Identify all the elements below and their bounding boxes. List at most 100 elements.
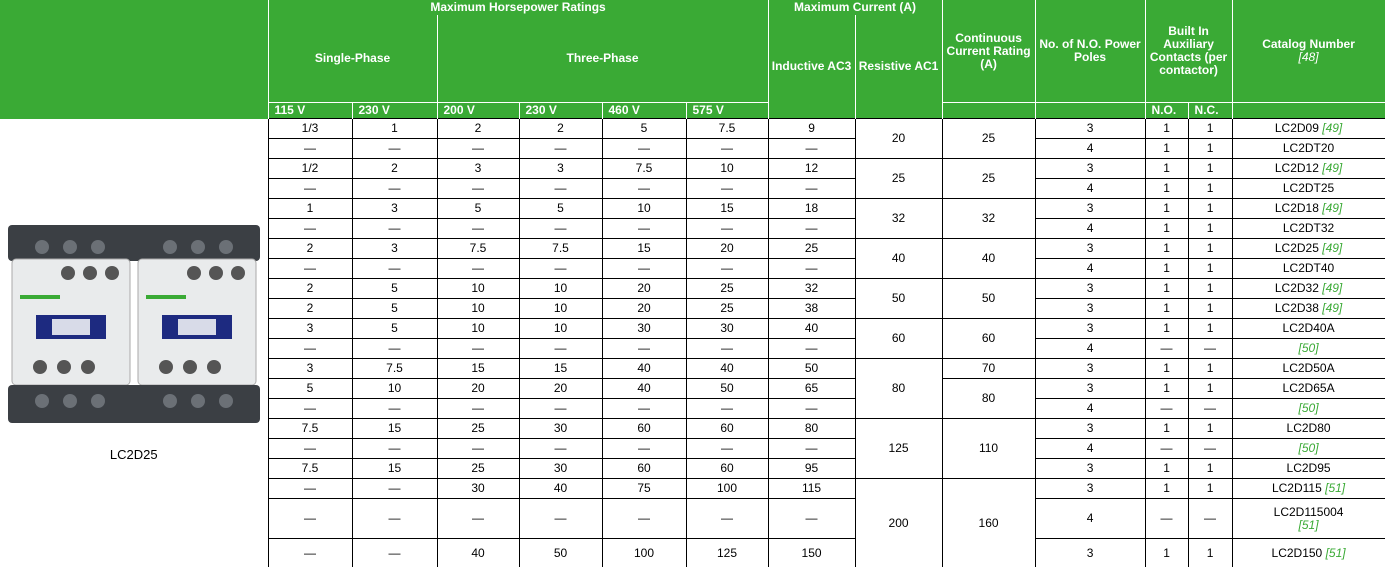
hp-cell: 10: [686, 159, 768, 179]
header-single-phase: Single-Phase: [268, 15, 437, 103]
no-cell: 1: [1145, 179, 1188, 199]
header-continuous: Continuous Current Rating (A): [942, 0, 1035, 103]
catalog-ref: [49]: [1322, 241, 1342, 255]
hp-cell: 3: [352, 199, 437, 219]
hp-cell: —: [519, 179, 602, 199]
hp-cell: 10: [352, 379, 437, 399]
continuous-cell: 110: [942, 419, 1035, 479]
catalog-ref: [49]: [1322, 161, 1342, 175]
hp-cell: 15: [352, 459, 437, 479]
poles-cell: 4: [1035, 339, 1145, 359]
hp-cell: 5: [519, 199, 602, 219]
hp-cell: 20: [602, 279, 686, 299]
catalog-ref: [50]: [1299, 441, 1319, 455]
no-cell: 1: [1145, 279, 1188, 299]
catalog-cell: LC2D09 [49]: [1232, 119, 1385, 139]
hp-cell: 7.5: [519, 239, 602, 259]
poles-cell: 3: [1035, 479, 1145, 499]
catalog-cell: LC2D115004 [51]: [1232, 499, 1385, 539]
catalog-number: LC2D65A: [1283, 381, 1335, 395]
hp-cell: 10: [437, 279, 519, 299]
nc-cell: 1: [1188, 459, 1232, 479]
hp-cell: 15: [519, 359, 602, 379]
hp-cell: 7.5: [352, 359, 437, 379]
inductive-cell: 25: [768, 239, 855, 259]
voltage-label: 115 V: [268, 103, 352, 119]
continuous-cell: 60: [942, 319, 1035, 359]
hp-cell: 1: [352, 119, 437, 139]
inductive-cell: —: [768, 399, 855, 419]
inductive-cell: 95: [768, 459, 855, 479]
hp-cell: —: [268, 219, 352, 239]
hp-cell: —: [686, 219, 768, 239]
inductive-cell: —: [768, 139, 855, 159]
poles-cell: 3: [1035, 279, 1145, 299]
poles-cell: 3: [1035, 159, 1145, 179]
inductive-cell: —: [768, 259, 855, 279]
catalog-ref: [49]: [1322, 281, 1342, 295]
hp-cell: —: [437, 259, 519, 279]
catalog-cell: LC2D25 [49]: [1232, 239, 1385, 259]
nc-cell: 1: [1188, 319, 1232, 339]
hp-cell: 75: [602, 479, 686, 499]
continuous-cell: 80: [942, 379, 1035, 419]
inductive-cell: 12: [768, 159, 855, 179]
catalog-cell: LC2D38 [49]: [1232, 299, 1385, 319]
poles-cell: 4: [1035, 499, 1145, 539]
nc-cell: —: [1188, 499, 1232, 539]
hp-cell: 10: [519, 319, 602, 339]
hp-cell: 10: [519, 299, 602, 319]
hp-cell: 2: [437, 119, 519, 139]
hp-cell: —: [519, 339, 602, 359]
hp-cell: 100: [686, 479, 768, 499]
nc-cell: 1: [1188, 539, 1232, 567]
hp-cell: —: [686, 439, 768, 459]
hp-cell: —: [602, 179, 686, 199]
catalog-cell: LC2D50A: [1232, 359, 1385, 379]
no-cell: 1: [1145, 119, 1188, 139]
hp-cell: —: [686, 499, 768, 539]
catalog-cell: [50]: [1232, 339, 1385, 359]
voltage-label: 230 V: [519, 103, 602, 119]
hp-cell: —: [602, 259, 686, 279]
hp-cell: 40: [437, 539, 519, 567]
hp-cell: 100: [602, 539, 686, 567]
hp-cell: 40: [602, 379, 686, 399]
hp-cell: —: [352, 139, 437, 159]
no-cell: 1: [1145, 319, 1188, 339]
hp-cell: 10: [437, 299, 519, 319]
no-cell: 1: [1145, 539, 1188, 567]
poles-cell: 3: [1035, 539, 1145, 567]
nc-cell: —: [1188, 339, 1232, 359]
catalog-ref: [49]: [1322, 121, 1342, 135]
nc-cell: 1: [1188, 299, 1232, 319]
hp-cell: 25: [437, 419, 519, 439]
hp-cell: 1/3: [268, 119, 352, 139]
hp-cell: —: [519, 439, 602, 459]
continuous-cell: 25: [942, 119, 1035, 159]
no-cell: 1: [1145, 139, 1188, 159]
hp-cell: 3: [437, 159, 519, 179]
hp-cell: —: [352, 339, 437, 359]
catalog-ref: [50]: [1299, 341, 1319, 355]
hp-cell: 30: [519, 419, 602, 439]
continuous-cell: 70: [942, 359, 1035, 379]
poles-cell: 3: [1035, 199, 1145, 219]
catalog-number: LC2D115004: [1274, 505, 1344, 519]
nc-cell: 1: [1188, 259, 1232, 279]
header-three-phase: Three-Phase: [437, 15, 768, 103]
catalog-cell: LC2D115 [51]: [1232, 479, 1385, 499]
hp-cell: —: [352, 259, 437, 279]
catalog-number: LC2D09: [1275, 121, 1319, 135]
resistive-cell: 32: [855, 199, 942, 239]
catalog-ref: [48]: [1299, 50, 1319, 64]
hp-cell: 25: [437, 459, 519, 479]
hp-cell: —: [268, 479, 352, 499]
resistive-cell: 25: [855, 159, 942, 199]
hp-cell: 3: [268, 319, 352, 339]
hp-cell: —: [437, 139, 519, 159]
hp-cell: —: [268, 439, 352, 459]
inductive-cell: 38: [768, 299, 855, 319]
inductive-cell: —: [768, 439, 855, 459]
hp-cell: 5: [602, 119, 686, 139]
